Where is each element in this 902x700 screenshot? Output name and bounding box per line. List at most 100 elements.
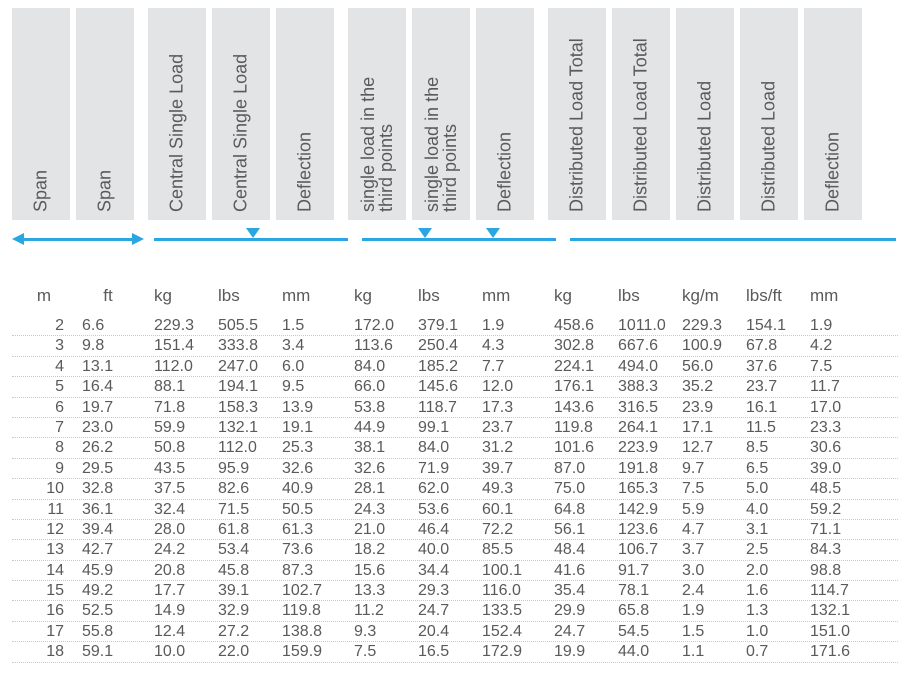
table-cell: 250.4 xyxy=(412,336,470,355)
table-cell: 10 xyxy=(12,479,70,498)
table-cell: 29.5 xyxy=(76,459,134,478)
unit-kg-2: kg xyxy=(348,286,406,306)
table-cell: 71.8 xyxy=(148,398,206,417)
table-cell: 458.6 xyxy=(548,316,606,335)
table-cell: 106.7 xyxy=(612,540,670,559)
table-cell: 21.0 xyxy=(348,520,406,539)
unit-lbs-1: lbs xyxy=(212,286,270,306)
table-cell: 59.1 xyxy=(76,642,134,661)
units-row: m ft kg lbs mm kg lbs mm kg lbs kg/m lbs… xyxy=(6,286,898,306)
table-cell: 159.9 xyxy=(276,642,334,661)
table-cell: 132.1 xyxy=(212,418,270,437)
table-cell: 55.8 xyxy=(76,622,134,641)
table-cell: 32.8 xyxy=(76,479,134,498)
table-cell: 143.6 xyxy=(548,398,606,417)
table-cell: 38.1 xyxy=(348,438,406,457)
table-cell: 145.6 xyxy=(412,377,470,396)
table-cell: 138.8 xyxy=(276,622,334,641)
table-cell: 113.6 xyxy=(348,336,406,355)
col-header-dist-total-lbs: Distributed Load Total xyxy=(612,8,670,220)
table-cell: 12.7 xyxy=(676,438,734,457)
table-cell: 6 xyxy=(12,398,70,417)
table-cell: 9.7 xyxy=(676,459,734,478)
table-cell: 12.0 xyxy=(476,377,534,396)
table-cell: 62.0 xyxy=(412,479,470,498)
table-cell: 152.4 xyxy=(476,622,534,641)
unit-kgm: kg/m xyxy=(676,286,734,306)
third-points-line xyxy=(362,238,556,241)
table-cell: 95.9 xyxy=(212,459,270,478)
table-cell: 43.5 xyxy=(148,459,206,478)
table-cell: 23.7 xyxy=(740,377,798,396)
table-cell: 316.5 xyxy=(612,398,670,417)
table-cell: 13.9 xyxy=(276,398,334,417)
table-cell: 30.6 xyxy=(804,438,862,457)
table-cell: 50.5 xyxy=(276,500,334,519)
table-cell: 53.8 xyxy=(348,398,406,417)
header-label: Central Single Load xyxy=(231,12,252,216)
span-arrow-line xyxy=(24,238,132,241)
table-cell: 48.5 xyxy=(804,479,862,498)
table-cell: 17.7 xyxy=(148,581,206,600)
third-point-triangle-2-icon xyxy=(486,228,500,238)
unit-mm-3: mm xyxy=(804,286,862,306)
table-row: 1652.514.932.9119.811.224.7133.529.965.8… xyxy=(12,601,898,621)
table-cell: 151.4 xyxy=(148,336,206,355)
table-cell: 229.3 xyxy=(676,316,734,335)
table-cell: 24.7 xyxy=(412,601,470,620)
table-cell: 112.0 xyxy=(212,438,270,457)
table-cell: 24.3 xyxy=(348,500,406,519)
table-cell: 28.0 xyxy=(148,520,206,539)
table-cell: 11.2 xyxy=(348,601,406,620)
table-cell: 87.0 xyxy=(548,459,606,478)
table-cell: 67.8 xyxy=(740,336,798,355)
table-cell: 61.8 xyxy=(212,520,270,539)
table-cell: 154.1 xyxy=(740,316,798,335)
unit-mm-2: mm xyxy=(476,286,534,306)
table-cell: 20.8 xyxy=(148,561,206,580)
table-cell: 23.7 xyxy=(476,418,534,437)
unit-m: m xyxy=(12,286,70,306)
table-cell: 29.3 xyxy=(412,581,470,600)
unit-ft: ft xyxy=(76,286,134,306)
table-cell: 15.6 xyxy=(348,561,406,580)
table-cell: 6.5 xyxy=(740,459,798,478)
table-cell: 6.0 xyxy=(276,357,334,376)
table-cell: 229.3 xyxy=(148,316,206,335)
table-cell: 42.7 xyxy=(76,540,134,559)
table-cell: 73.6 xyxy=(276,540,334,559)
table-cell: 45.9 xyxy=(76,561,134,580)
distributed-load-line xyxy=(570,238,896,241)
table-cell: 66.0 xyxy=(348,377,406,396)
table-cell: 5.9 xyxy=(676,500,734,519)
table-cell: 17.0 xyxy=(804,398,862,417)
table-cell: 118.7 xyxy=(412,398,470,417)
table-cell: 45.8 xyxy=(212,561,270,580)
table-cell: 36.1 xyxy=(76,500,134,519)
table-cell: 3.1 xyxy=(740,520,798,539)
table-cell: 29.9 xyxy=(548,601,606,620)
table-row: 929.543.595.932.632.671.939.787.0191.89.… xyxy=(12,459,898,479)
table-row: 39.8151.4333.83.4113.6250.44.3302.8667.6… xyxy=(12,336,898,356)
table-cell: 31.2 xyxy=(476,438,534,457)
table-cell: 24.7 xyxy=(548,622,606,641)
table-cell: 2.5 xyxy=(740,540,798,559)
table-cell: 87.3 xyxy=(276,561,334,580)
table-cell: 9.8 xyxy=(76,336,134,355)
table-cell: 39.4 xyxy=(76,520,134,539)
table-cell: 44.9 xyxy=(348,418,406,437)
table-cell: 59.2 xyxy=(804,500,862,519)
table-cell: 100.1 xyxy=(476,561,534,580)
table-cell: 41.6 xyxy=(548,561,606,580)
table-cell: 1011.0 xyxy=(612,316,670,335)
table-cell: 101.6 xyxy=(548,438,606,457)
table-cell: 27.2 xyxy=(212,622,270,641)
table-cell: 37.5 xyxy=(148,479,206,498)
header-label: Distributed Load xyxy=(695,12,716,216)
table-cell: 158.3 xyxy=(212,398,270,417)
table-cell: 8 xyxy=(12,438,70,457)
col-header-third-lbs: single load in thethird points xyxy=(412,8,470,220)
third-point-triangle-1-icon xyxy=(418,228,432,238)
table-row: 1755.812.427.2138.89.320.4152.424.754.51… xyxy=(12,622,898,642)
table-cell: 12 xyxy=(12,520,70,539)
